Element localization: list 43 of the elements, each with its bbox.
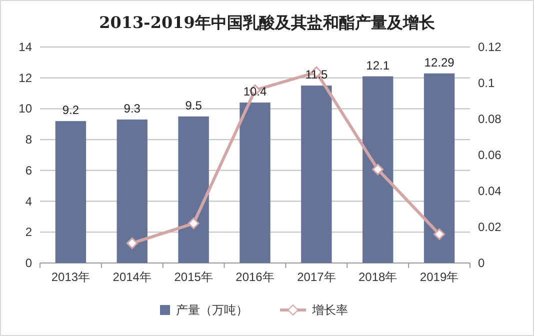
x-tick-label: 2016年: [236, 270, 274, 284]
data-label: 12.1: [366, 58, 390, 72]
bar: [362, 76, 394, 263]
y2-tick-label: 0.02: [478, 220, 502, 234]
y2-tick-label: 0: [478, 256, 485, 270]
y-tick-label: 0: [25, 256, 32, 270]
point: [126, 237, 138, 249]
y2-tick-label: 0.12: [478, 40, 502, 54]
bar: [55, 121, 86, 263]
bar: [301, 86, 332, 263]
y-tick-label: 2: [25, 225, 32, 240]
bar: [424, 73, 455, 263]
x-tick-label: 2013年: [51, 270, 90, 284]
data-label: 9.3: [124, 102, 141, 116]
y2-tick-label: 0.04: [478, 184, 502, 198]
x-tick-label: 2014年: [112, 270, 152, 284]
y-tick-label: 6: [25, 163, 32, 178]
y2-tick-label: 0.1: [478, 76, 496, 90]
y-tick-label: 10: [18, 102, 32, 116]
bar: [116, 120, 148, 263]
chart-title: 2013-2019年中国乳酸及其盐和酯产量及增长: [99, 13, 436, 32]
y-tick-label: 12: [18, 70, 32, 85]
data-label: 9.2: [62, 103, 80, 118]
data-label: 12.29: [424, 55, 455, 70]
point: [188, 218, 200, 230]
point: [372, 164, 384, 176]
y2-tick-label: 0.06: [478, 148, 502, 162]
y2-tick-label: 0.08: [478, 112, 502, 126]
data-label: 9.5: [185, 98, 202, 112]
bar: [240, 102, 270, 263]
x-tick-label: 2019年: [420, 270, 459, 284]
x-tick-label: 2018年: [358, 270, 398, 284]
data-label: 11.5: [305, 68, 328, 82]
point: [434, 228, 446, 240]
y-tick-label: 8: [25, 132, 32, 147]
legend-label: 产量（万吨）: [176, 303, 248, 317]
y-tick-label: 14: [18, 40, 32, 54]
data-label: 10.4: [243, 84, 267, 99]
x-tick-label: 2015年: [174, 270, 213, 284]
y-tick-label: 4: [25, 194, 32, 208]
x-tick-label: 2017年: [297, 270, 336, 284]
legend-label: 增长率: [311, 303, 348, 317]
bar: [178, 116, 209, 263]
